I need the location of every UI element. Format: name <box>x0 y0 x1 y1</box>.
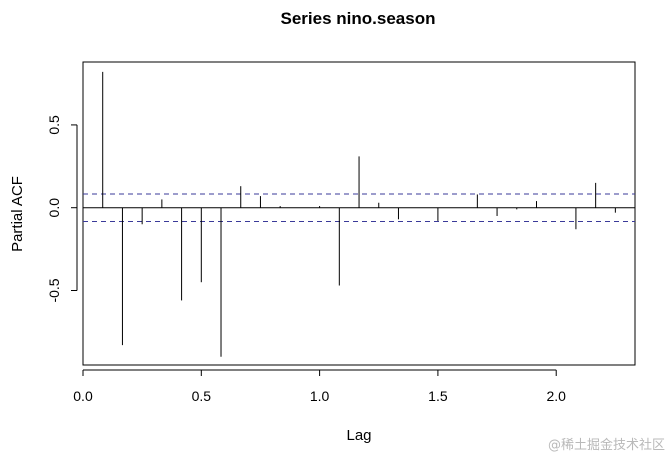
x-tick-label: 1.5 <box>428 388 448 404</box>
x-tick-label: 1.0 <box>310 388 330 404</box>
y-tick-label: 0.5 <box>46 115 62 135</box>
chart-title: Series nino.season <box>281 9 436 28</box>
plot-frame <box>82 61 636 366</box>
y-axis-label: Partial ACF <box>9 176 26 252</box>
x-axis: 0.0 0.5 1.0 1.5 2.0 <box>73 369 566 404</box>
y-axis: -0.5 0.0 0.5 <box>46 115 78 303</box>
x-axis-label: Lag <box>346 427 371 444</box>
y-tick-label: -0.5 <box>46 278 62 302</box>
watermark: @稀土掘金技术社区 <box>548 437 665 453</box>
y-tick-label: 0.0 <box>46 198 62 218</box>
x-tick-label: 2.0 <box>546 388 566 404</box>
x-tick-label: 0.0 <box>73 388 93 404</box>
pacf-spikes <box>83 71 635 357</box>
confidence-bounds <box>83 193 635 222</box>
x-tick-label: 0.5 <box>192 388 212 404</box>
